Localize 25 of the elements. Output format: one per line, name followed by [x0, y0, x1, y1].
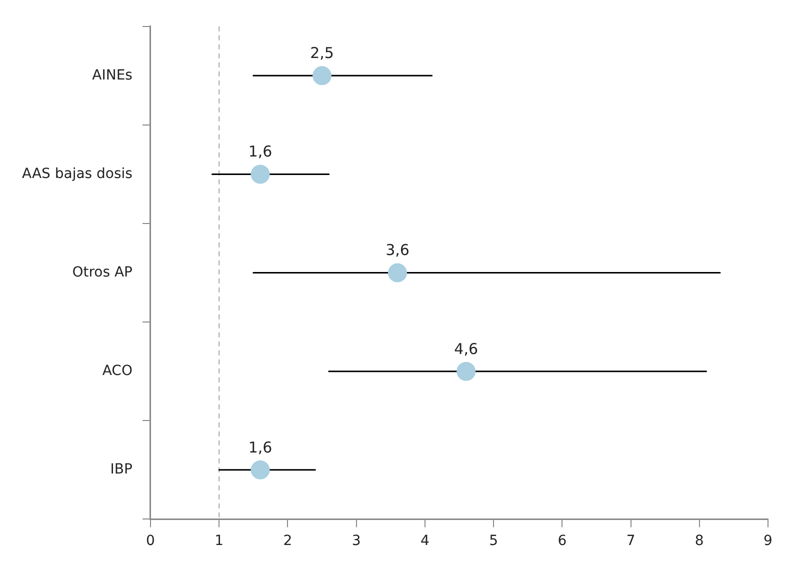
point: [250, 164, 270, 184]
y-tick-label: IBP: [110, 462, 132, 478]
data-label: 3,6: [386, 241, 410, 260]
x-tick-label: 7: [626, 533, 636, 550]
data-label: 1,6: [248, 438, 272, 456]
y-tick-label: ACO: [102, 363, 132, 379]
point: [250, 460, 270, 480]
data-label: 2,5: [310, 44, 334, 62]
x-tick-label: 9: [764, 533, 772, 550]
y-tick-label: AAS bajas dosis: [22, 166, 132, 182]
point: [312, 66, 332, 86]
point: [388, 263, 407, 282]
data-label: 4,6: [454, 340, 478, 358]
x-tick-label: 1: [214, 533, 224, 550]
x-tick-label: 4: [420, 533, 430, 550]
x-tick-label: 0: [146, 533, 155, 550]
data-label: 1,6: [248, 142, 272, 161]
x-tick-label: 8: [694, 533, 704, 550]
x-tick-label: 2: [283, 533, 292, 550]
x-tick-label: 6: [558, 533, 567, 550]
y-tick-label: Otros AP: [72, 264, 132, 280]
y-tick-label: AINEs: [92, 67, 132, 84]
x-tick-label: 5: [489, 533, 498, 550]
point: [456, 362, 476, 381]
x-tick-label: 3: [352, 533, 361, 550]
